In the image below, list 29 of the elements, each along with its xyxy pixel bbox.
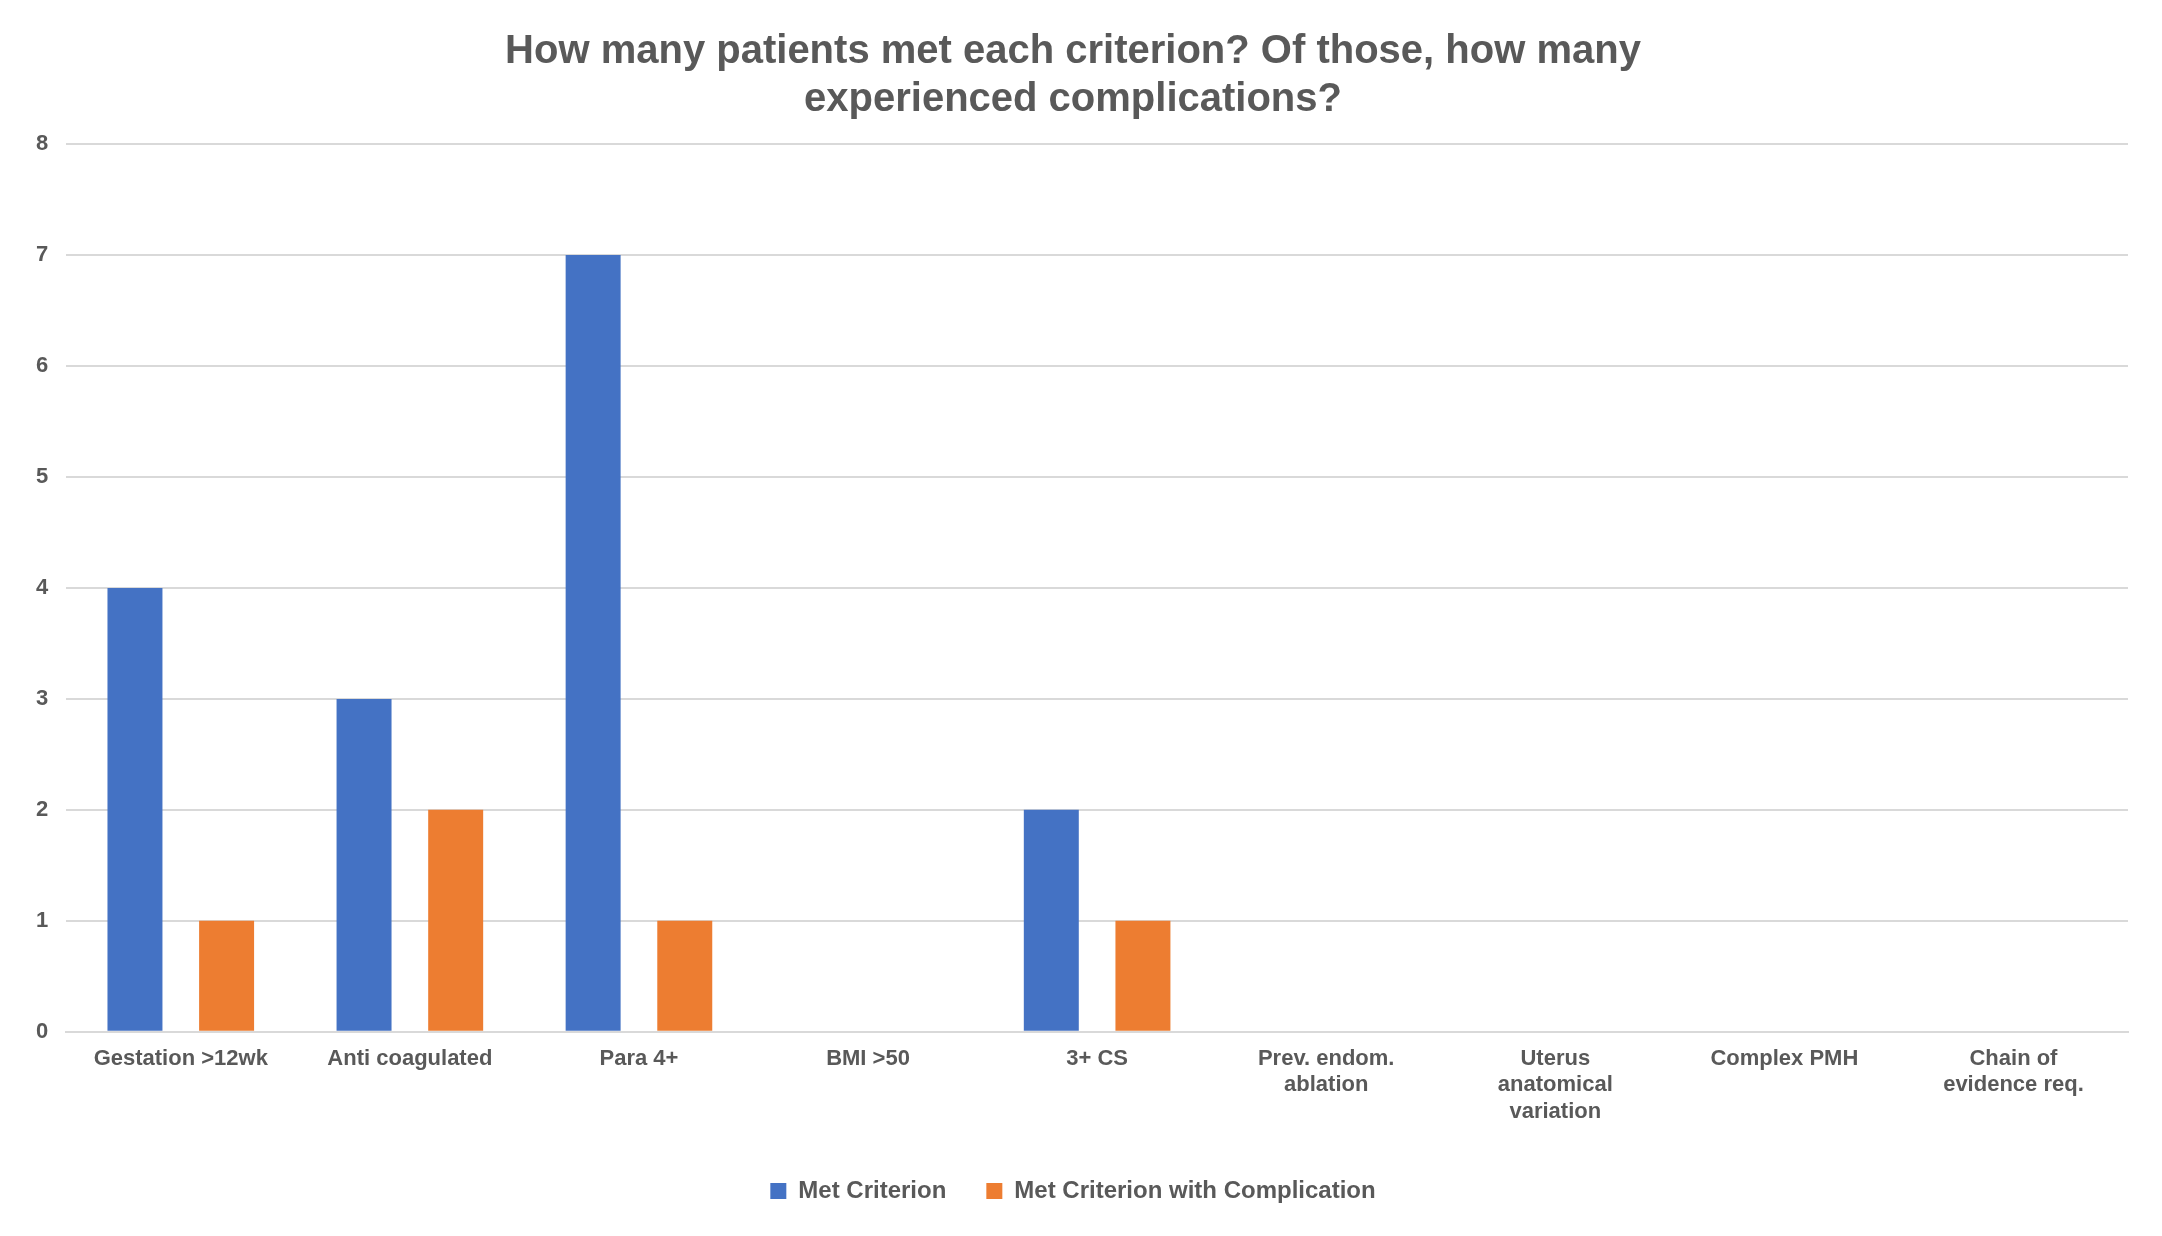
y-tick-label: 6 xyxy=(35,352,49,378)
x-tick-label: Anti coagulated xyxy=(327,1045,493,1071)
x-tick-label: Prev. endom. ablation xyxy=(1257,1045,1395,1097)
bar xyxy=(428,809,484,1031)
bar xyxy=(657,920,713,1031)
y-tick-label: 8 xyxy=(35,130,49,156)
legend-label: Met Criterion with Complication xyxy=(1014,1175,1376,1203)
y-tick-label: 1 xyxy=(35,906,49,932)
x-tick-label: Complex PMH xyxy=(1710,1045,1859,1071)
bar xyxy=(1023,809,1079,1031)
x-tick-label: Para 4+ xyxy=(599,1045,679,1071)
bar xyxy=(107,587,163,1031)
legend-label: Met Criterion xyxy=(798,1175,947,1203)
y-tick-label: 2 xyxy=(35,795,49,821)
bar xyxy=(1115,920,1171,1031)
bar xyxy=(565,254,621,1031)
y-tick-label: 3 xyxy=(35,684,49,710)
bar xyxy=(199,920,255,1031)
y-tick-label: 4 xyxy=(35,573,49,599)
x-tick-label: 3+ CS xyxy=(1066,1045,1128,1071)
x-tick-label: BMI >50 xyxy=(826,1045,910,1071)
x-tick-label: Gestation >12wk xyxy=(93,1045,269,1071)
x-tick-label: Uterus anatomical variation xyxy=(1497,1045,1613,1123)
y-tick-label: 7 xyxy=(35,241,49,267)
y-tick-label: 0 xyxy=(35,1017,49,1043)
x-tick-label: Chain of evidence req. xyxy=(1943,1045,2084,1097)
y-tick-label: 5 xyxy=(35,462,49,488)
chart-title: How many patients met each criterion? Of those, how many experienced complications? xyxy=(505,27,1642,120)
bar xyxy=(336,698,392,1031)
